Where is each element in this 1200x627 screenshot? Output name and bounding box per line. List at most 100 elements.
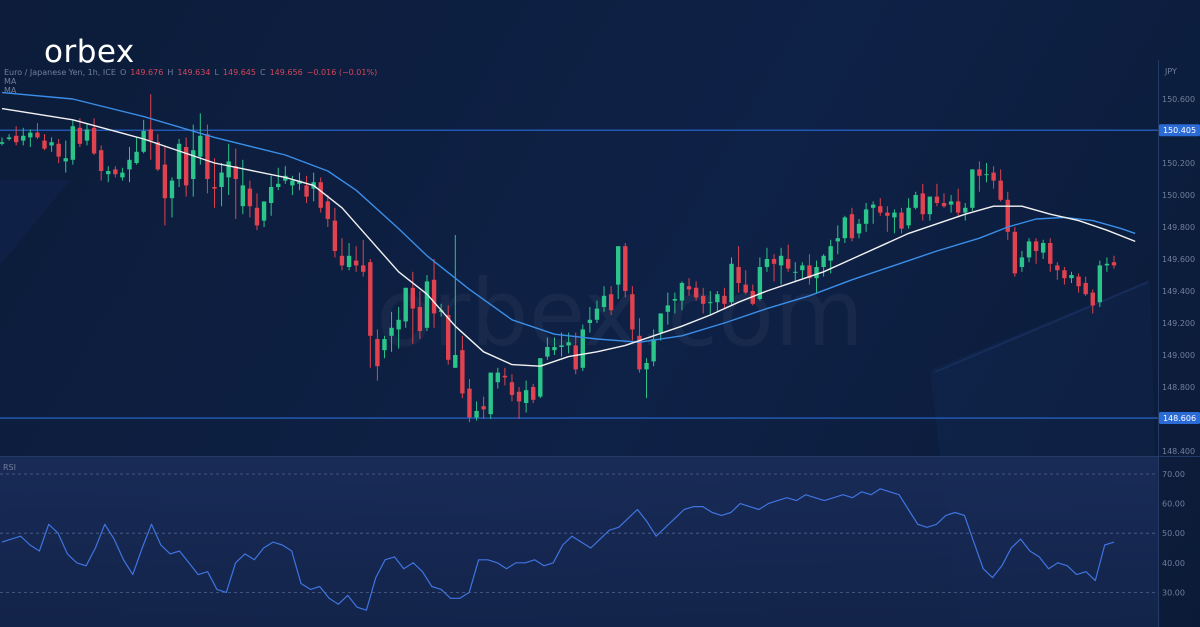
candle-up — [1040, 243, 1046, 253]
candle-down — [148, 129, 153, 141]
price-tick-label: 149.600 — [1162, 255, 1195, 264]
legend-ma1[interactable]: MA — [4, 77, 17, 86]
rsi-tick-label: 30.00 — [1162, 588, 1185, 597]
rsi-tick-label: 40.00 — [1162, 559, 1185, 568]
candle-up — [948, 201, 954, 205]
candle-up — [1069, 275, 1074, 279]
candle-up — [70, 126, 76, 160]
candle-down — [743, 284, 748, 293]
orbex-logo: orbex — [44, 34, 135, 70]
candle-down — [531, 387, 536, 400]
candle-down — [807, 265, 812, 279]
price-tick-label: 148.400 — [1162, 447, 1195, 456]
price-axis: 150.600150.400150.200150.000149.800149.6… — [1162, 95, 1195, 456]
candle-down — [998, 180, 1003, 200]
rsi-line — [1, 488, 1115, 611]
candle-down — [375, 339, 380, 367]
price-tick-label: 148.800 — [1162, 383, 1195, 392]
low-label: L — [214, 68, 219, 77]
change-value: −0.016 (−0.01%) — [306, 68, 378, 77]
candle-down — [368, 262, 373, 336]
candle-down — [1055, 265, 1060, 271]
candle-up — [226, 161, 231, 178]
legend-ma2[interactable]: MA — [4, 86, 17, 95]
candle-up — [538, 358, 543, 397]
candle-down — [339, 255, 345, 266]
candle-down — [630, 294, 635, 330]
candle-down — [318, 182, 323, 208]
candle-down — [162, 164, 168, 199]
rsi-tick-label: 50.00 — [1162, 529, 1185, 538]
candle-down — [991, 172, 996, 181]
candle-up — [616, 246, 621, 285]
candle-up — [134, 151, 139, 163]
candle-down — [56, 143, 61, 157]
candle-up — [906, 207, 911, 226]
candle-up — [708, 302, 713, 304]
candle-down — [446, 315, 451, 360]
candle-up — [0, 142, 5, 144]
level-badge — [1159, 412, 1200, 425]
candle-down — [516, 391, 522, 402]
candle-up — [764, 259, 770, 267]
price-tick-label: 150.600 — [1162, 95, 1195, 104]
candle-down — [977, 169, 982, 176]
rsi-tick-label: 60.00 — [1162, 500, 1185, 509]
price-tick-label: 149.800 — [1162, 223, 1195, 232]
level-badge — [1159, 124, 1200, 137]
candle-up — [963, 207, 968, 213]
rsi-pane-label[interactable]: RSI — [3, 463, 16, 472]
price-tick-label: 150.000 — [1162, 191, 1195, 200]
candle-up — [715, 294, 720, 303]
candle-down — [686, 286, 692, 290]
candle-up — [672, 299, 678, 301]
candle-up — [169, 180, 175, 199]
candle-down — [849, 214, 855, 239]
currency-label: JPY — [1165, 67, 1177, 76]
candle-up — [21, 135, 26, 141]
rsi-indicator: 70.00 60.00 50.00 40.00 30.00 — [0, 470, 1185, 611]
candle-up — [276, 183, 281, 187]
candle-up — [106, 171, 111, 175]
candle-up — [545, 347, 550, 357]
candle-up — [665, 305, 670, 312]
candle-down — [431, 279, 437, 314]
close-label: C — [260, 68, 266, 77]
candle-up — [856, 223, 862, 234]
candle-down — [13, 135, 19, 143]
candle-up — [842, 217, 848, 239]
candle-down — [247, 188, 253, 207]
candle-down — [332, 220, 338, 251]
open-label: O — [119, 68, 127, 77]
candle-up — [84, 129, 90, 141]
price-tick-label: 149.000 — [1162, 351, 1195, 360]
candle-down — [608, 294, 614, 311]
candlestick-series — [0, 94, 1117, 423]
candle-down — [1048, 243, 1053, 264]
candle-up — [297, 180, 302, 184]
candle-down — [1033, 241, 1039, 251]
candle-down — [637, 335, 642, 370]
candle-up — [566, 342, 571, 346]
open-value: 149.676 — [130, 68, 164, 77]
candle-down — [361, 265, 366, 272]
candle-up — [651, 339, 656, 362]
candle-down — [1090, 292, 1095, 306]
candle-up — [984, 174, 989, 176]
candle-up — [240, 185, 246, 207]
candle-up — [1097, 265, 1103, 303]
candle-down — [750, 291, 755, 304]
candle-down — [722, 295, 727, 304]
candle-down — [878, 206, 883, 213]
candle-up — [679, 283, 685, 301]
candle-down — [35, 132, 40, 138]
candle-up — [594, 308, 600, 320]
candle-up — [778, 255, 784, 266]
candle-up — [127, 159, 132, 170]
candle-up — [120, 172, 125, 178]
candle-up — [800, 265, 805, 271]
candle-down — [771, 259, 777, 264]
